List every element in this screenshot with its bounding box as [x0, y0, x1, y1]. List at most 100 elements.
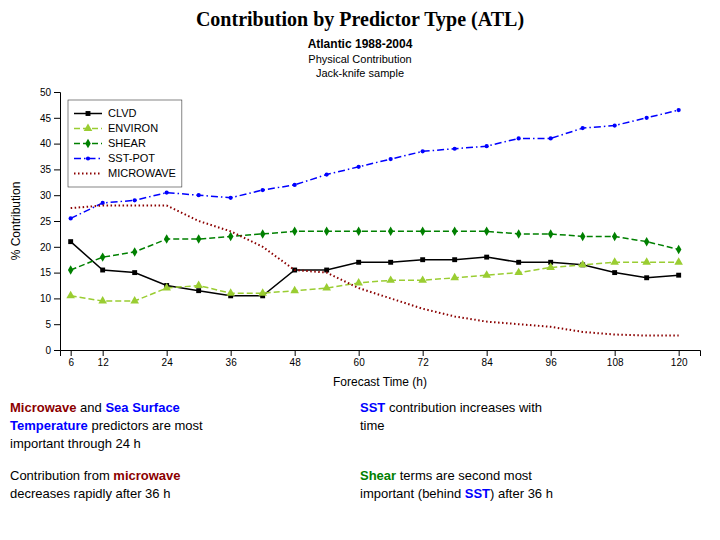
tick: 40 [40, 138, 60, 149]
title: Contribution by Predictor Type (ATL) [196, 8, 524, 31]
tick: 12 [98, 350, 110, 368]
tick: 5 [45, 319, 60, 330]
tick-label: 96 [546, 357, 558, 368]
tick: 60 [354, 350, 366, 368]
marker [676, 273, 681, 278]
tick: 120 [671, 350, 688, 368]
tick-mark [54, 324, 60, 325]
marker [612, 270, 617, 275]
marker [357, 165, 361, 169]
tick-label: 60 [354, 357, 366, 368]
tick-mark [54, 298, 60, 299]
marker [229, 196, 233, 200]
annotation: Microwave and Sea Surface [10, 400, 180, 415]
tick-label: 120 [671, 357, 688, 368]
marker [484, 255, 489, 260]
marker [98, 296, 107, 303]
marker [260, 229, 265, 238]
marker [389, 157, 393, 161]
marker [356, 227, 361, 236]
marker [485, 144, 489, 148]
marker [162, 283, 171, 290]
marker [418, 275, 427, 282]
marker [325, 172, 329, 176]
marker [546, 262, 555, 269]
marker [164, 234, 169, 243]
x-axis-title: Forecast Time (h) [333, 375, 427, 389]
annotation-run: predictors are most [88, 418, 203, 433]
tick: 25 [40, 216, 60, 227]
annotation-run: Sea Surface [105, 400, 179, 415]
annotation-run: Temperature [10, 418, 88, 433]
legend-swatch [74, 173, 102, 175]
tick-mark [71, 350, 72, 356]
marker [290, 286, 299, 293]
annotation-run: Shear [360, 468, 396, 483]
marker [322, 283, 331, 290]
annotation: important (behind SST) after 36 h [360, 486, 553, 501]
marker [482, 270, 491, 277]
tick-mark [54, 273, 60, 274]
marker [292, 227, 297, 236]
marker [450, 273, 459, 280]
tick-label: 40 [40, 138, 52, 149]
tick-label: 48 [290, 357, 302, 368]
annotation-run: microwave [113, 468, 180, 483]
marker [324, 227, 329, 236]
marker [581, 126, 585, 130]
tick-label: 20 [40, 242, 52, 253]
annotation-run: Microwave [10, 400, 76, 415]
tick-label: 30 [40, 190, 52, 201]
tick: 10 [40, 293, 60, 304]
tick-mark [54, 195, 60, 196]
tick-label: 12 [98, 357, 110, 368]
tick-mark [167, 350, 168, 356]
subtitle: Physical Contribution [308, 53, 411, 65]
annotation-run: Contribution from [10, 468, 113, 483]
marker [258, 288, 267, 295]
annotation-run: important (behind [360, 486, 465, 501]
tick-mark [295, 350, 296, 356]
annotation: Contribution from microwave [10, 468, 181, 483]
annotation-run: and [76, 400, 105, 415]
marker [612, 232, 617, 241]
marker [196, 288, 201, 293]
tick-mark [551, 350, 552, 356]
marker [517, 136, 521, 140]
marker [610, 257, 619, 264]
tick: 6 [68, 350, 74, 368]
legend-item: CLVD [74, 107, 137, 119]
tick: 36 [226, 350, 238, 368]
annotation: decreases rapidly after 36 h [10, 486, 170, 501]
marker [548, 229, 553, 238]
tick-label: 6 [68, 357, 74, 368]
marker [516, 260, 521, 265]
marker [68, 265, 73, 274]
annotation-run: contribution increases with [385, 400, 542, 415]
marker [676, 245, 681, 254]
legend-marker [85, 139, 90, 148]
marker [452, 227, 457, 236]
legend-label: SST-POT [108, 152, 155, 164]
tick-label: 35 [40, 164, 52, 175]
tick-mark [54, 144, 60, 145]
annotation: Shear terms are second most [360, 468, 532, 483]
legend: CLVDENVIRONSHEARSST-POTMICROWAVE [68, 100, 182, 187]
marker [388, 260, 393, 265]
tick-label: 5 [45, 319, 51, 330]
line [71, 262, 679, 301]
marker [132, 247, 137, 256]
tick: 48 [290, 350, 302, 368]
tick: 108 [607, 350, 624, 368]
annotation-run: SST [465, 486, 490, 501]
tick-mark [423, 350, 424, 356]
legend-label: MICROWAVE [108, 167, 176, 179]
tick: 50 [40, 87, 60, 98]
marker [388, 227, 393, 236]
tick: 96 [546, 350, 558, 368]
marker [644, 237, 649, 246]
annotation: time [360, 418, 385, 433]
annotation-run: important through 24 h [10, 436, 141, 451]
marker [356, 260, 361, 265]
marker [549, 136, 553, 140]
